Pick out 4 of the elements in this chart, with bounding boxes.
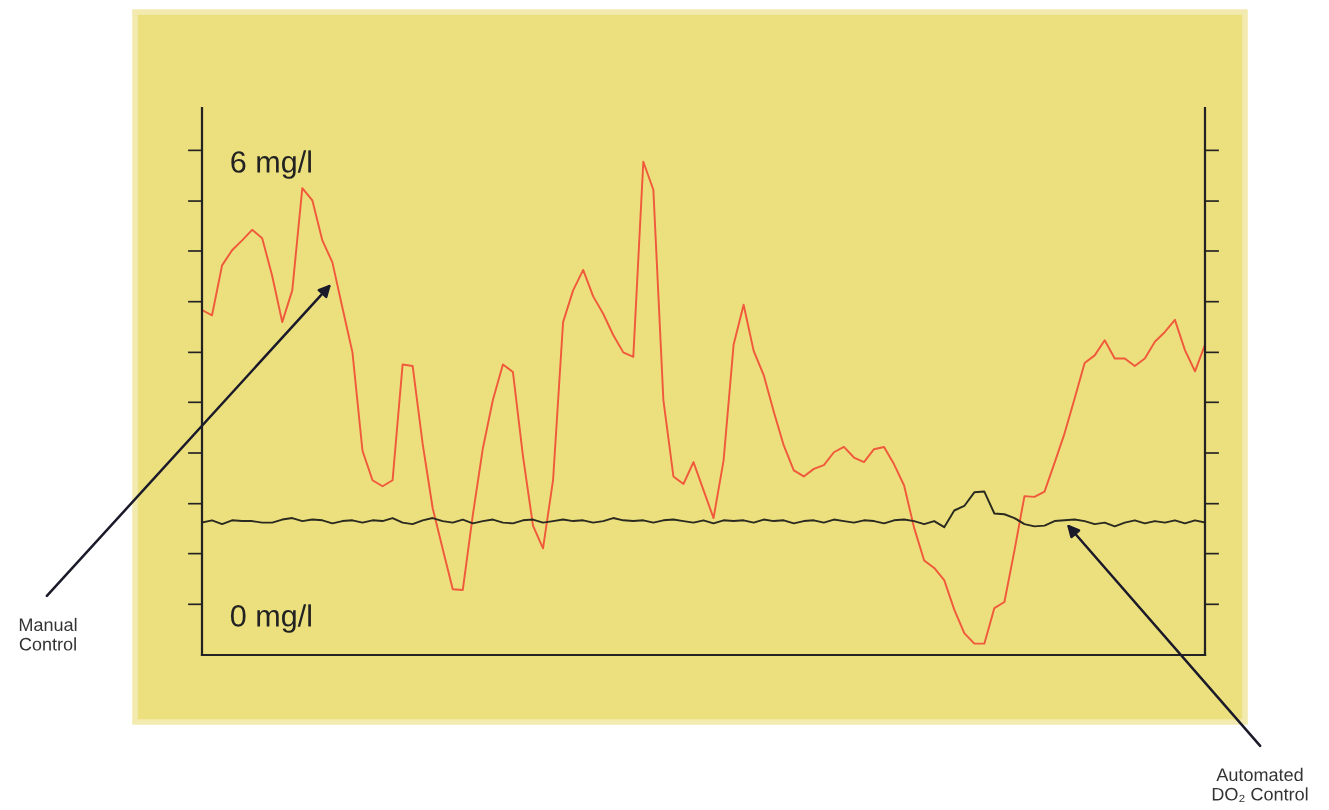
text: Automated DO₂ Control [1212, 767, 1308, 802]
text: Manual Control [19, 617, 77, 651]
y-tick-label: 0 mg/l [230, 604, 311, 633]
y-tick-label: 6 mg/l [231, 150, 311, 179]
